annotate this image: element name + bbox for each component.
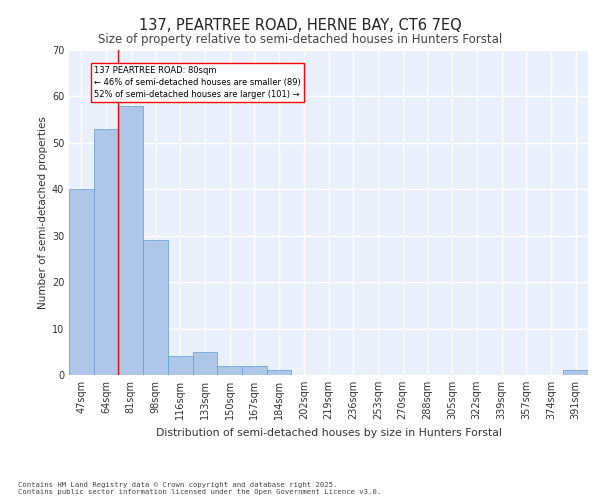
Text: Contains HM Land Registry data © Crown copyright and database right 2025.
Contai: Contains HM Land Registry data © Crown c… — [18, 482, 381, 495]
Text: 137, PEARTREE ROAD, HERNE BAY, CT6 7EQ: 137, PEARTREE ROAD, HERNE BAY, CT6 7EQ — [139, 18, 461, 32]
Bar — [193, 352, 217, 375]
Text: Size of property relative to semi-detached houses in Hunters Forstal: Size of property relative to semi-detach… — [98, 32, 502, 46]
Bar — [217, 366, 242, 375]
Bar — [242, 366, 267, 375]
Bar — [118, 106, 143, 375]
Bar — [69, 190, 94, 375]
X-axis label: Distribution of semi-detached houses by size in Hunters Forstal: Distribution of semi-detached houses by … — [155, 428, 502, 438]
Text: 137 PEARTREE ROAD: 80sqm
← 46% of semi-detached houses are smaller (89)
52% of s: 137 PEARTREE ROAD: 80sqm ← 46% of semi-d… — [94, 66, 301, 99]
Y-axis label: Number of semi-detached properties: Number of semi-detached properties — [38, 116, 47, 309]
Bar — [267, 370, 292, 375]
Bar — [563, 370, 588, 375]
Bar — [143, 240, 168, 375]
Bar — [94, 129, 118, 375]
Bar — [168, 356, 193, 375]
